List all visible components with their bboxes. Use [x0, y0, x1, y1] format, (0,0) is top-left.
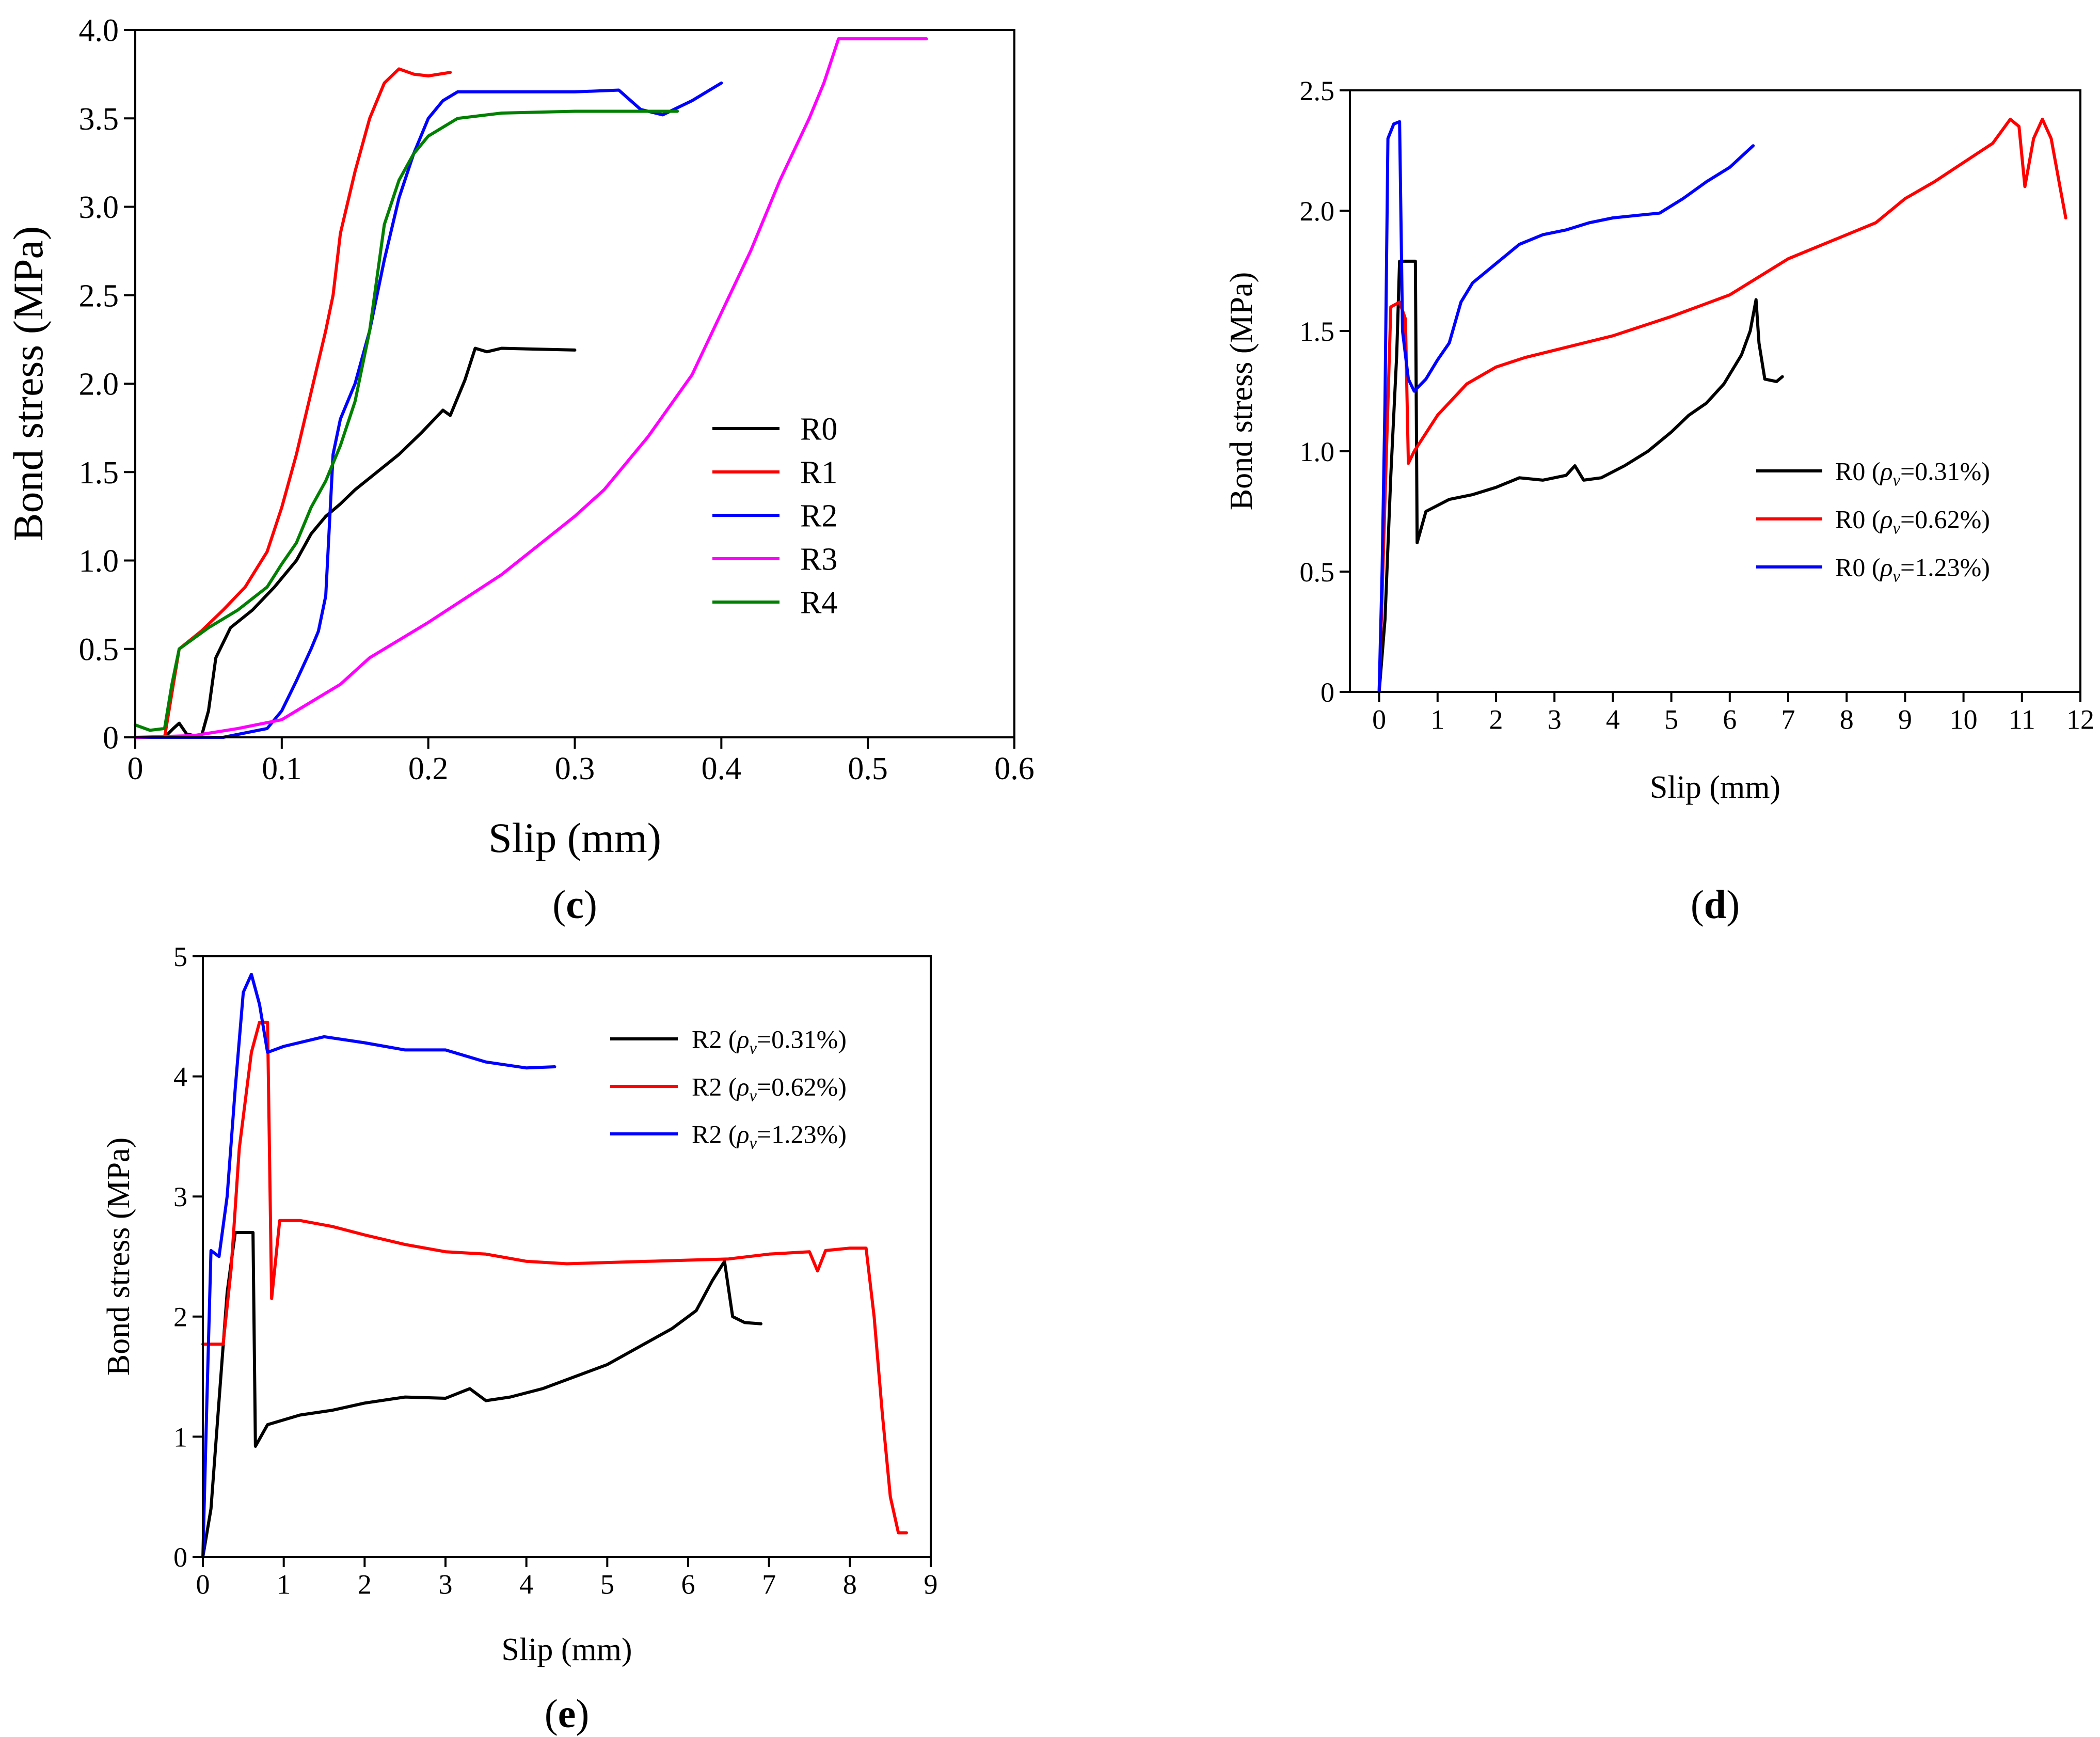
x-tick-label: 0.6 — [994, 751, 1035, 786]
legend-label: R2 — [800, 499, 837, 534]
chart-panel-c: 0 0.1 0.2 0.3 0.4 0.5 0.6 0 0.5 1.0 1.5 2.0 2.5 3.0 3.… — [5, 13, 1035, 927]
x-tick-label: 0.3 — [555, 751, 595, 786]
x-tick-label: 0.1 — [262, 751, 302, 786]
series-line-3 — [201, 972, 556, 1558]
series-line-1 — [201, 1231, 762, 1558]
y-axis-title: Bond stress (MPa) — [5, 226, 52, 541]
x-axis-title: Slip (mm) — [1650, 770, 1780, 805]
y-tick-label: 1.5 — [79, 455, 119, 491]
x-tick-label: 0.4 — [702, 751, 742, 786]
plot-area-frame — [202, 955, 932, 1558]
y-tick-label: 4.0 — [79, 13, 119, 49]
x-tick-label: 10 — [1950, 704, 1978, 735]
legend-label: R2 (ρv=0.31%) — [692, 1025, 847, 1058]
series-line-1 — [163, 346, 577, 739]
plot-area-frame — [134, 29, 1015, 738]
y-tick-label: 5 — [173, 941, 187, 972]
legend-label: R0 (ρv=0.62%) — [1835, 505, 1990, 538]
y-tick-label: 4 — [173, 1062, 187, 1093]
y-tick-label: 2.5 — [79, 278, 119, 313]
x-tick-label: 4 — [1606, 704, 1620, 735]
plot-area-frame — [1349, 89, 2081, 693]
y-tick-label: 2.5 — [1300, 75, 1335, 106]
x-tick-label: 0 — [1372, 704, 1386, 735]
x-tick-label: 1 — [277, 1569, 291, 1600]
legend-label: R1 — [800, 455, 837, 491]
panel-label: (e) — [545, 1691, 590, 1736]
x-tick-label: 6 — [681, 1569, 695, 1600]
y-axis-title: Bond stress (MPa) — [1224, 272, 1259, 511]
x-tick-label: 2 — [358, 1569, 372, 1600]
x-tick-label: 9 — [1898, 704, 1912, 735]
series-line-2 — [201, 1020, 908, 1535]
y-tick-label: 0 — [173, 1542, 187, 1573]
series-line-3 — [134, 81, 723, 739]
y-tick-label: 0.5 — [1300, 557, 1335, 588]
x-tick-label: 8 — [1840, 704, 1854, 735]
panel-label: (c) — [552, 882, 597, 927]
x-tick-label: 7 — [762, 1569, 776, 1600]
x-tick-label: 5 — [1664, 704, 1678, 735]
y-tick-label: 3.5 — [79, 102, 119, 137]
legend-label: R0 (ρv=1.23%) — [1835, 553, 1990, 586]
x-tick-label: 0 — [196, 1569, 210, 1600]
series-line-2 — [1377, 117, 2067, 693]
y-tick-label: 1 — [173, 1422, 187, 1452]
x-tick-label: 1 — [1430, 704, 1444, 735]
x-tick-label: 0.5 — [848, 751, 888, 786]
legend-label: R2 (ρv=0.62%) — [692, 1072, 847, 1106]
x-tick-label: 0 — [128, 751, 144, 786]
legend-label: R2 (ρv=1.23%) — [692, 1120, 847, 1153]
y-tick-label: 2 — [173, 1302, 187, 1333]
legend-label: R0 — [800, 412, 837, 447]
x-tick-label: 4 — [519, 1569, 533, 1600]
x-tick-label: 3 — [439, 1569, 453, 1600]
x-tick-label: 7 — [1781, 704, 1795, 735]
y-tick-label: 1.0 — [1300, 436, 1335, 467]
y-tick-label: 0 — [103, 721, 119, 756]
y-tick-label: 3.0 — [79, 190, 119, 225]
legend-label: R3 — [800, 542, 837, 577]
y-tick-label: 1.5 — [1300, 316, 1335, 347]
series-line-3 — [1377, 120, 1755, 693]
y-tick-label: 0 — [1321, 677, 1334, 708]
x-tick-label: 6 — [1723, 704, 1737, 735]
y-axis-title: Bond stress (MPa) — [101, 1138, 136, 1376]
x-axis-title: Slip (mm) — [488, 814, 661, 861]
x-tick-label: 0.2 — [408, 751, 449, 786]
series-line-1 — [1377, 259, 1784, 693]
y-tick-label: 2.0 — [79, 367, 119, 402]
x-tick-label: 3 — [1548, 704, 1562, 735]
x-axis-title: Slip (mm) — [501, 1632, 632, 1667]
chart-panel-e: 0 1 2 3 4 5 6 7 8 9 0 1 2 3 4 5 Slip (mm) Bond stress (MP… — [101, 941, 938, 1736]
legend-label: R4 — [800, 586, 837, 621]
series-line-4 — [134, 37, 928, 739]
y-tick-label: 2.0 — [1300, 196, 1335, 227]
y-tick-label: 1.0 — [79, 544, 119, 579]
x-tick-label: 8 — [843, 1569, 857, 1600]
panel-label: (d) — [1691, 882, 1740, 927]
y-tick-label: 3 — [173, 1181, 187, 1212]
x-tick-label: 5 — [600, 1569, 614, 1600]
x-tick-label: 9 — [924, 1569, 938, 1600]
x-tick-label: 11 — [2009, 704, 2035, 735]
legend-label: R0 (ρv=0.31%) — [1835, 457, 1990, 490]
x-tick-label: 2 — [1489, 704, 1503, 735]
series-line-5 — [134, 109, 679, 732]
x-tick-label: 12 — [2066, 704, 2094, 735]
y-tick-label: 0.5 — [79, 632, 119, 667]
